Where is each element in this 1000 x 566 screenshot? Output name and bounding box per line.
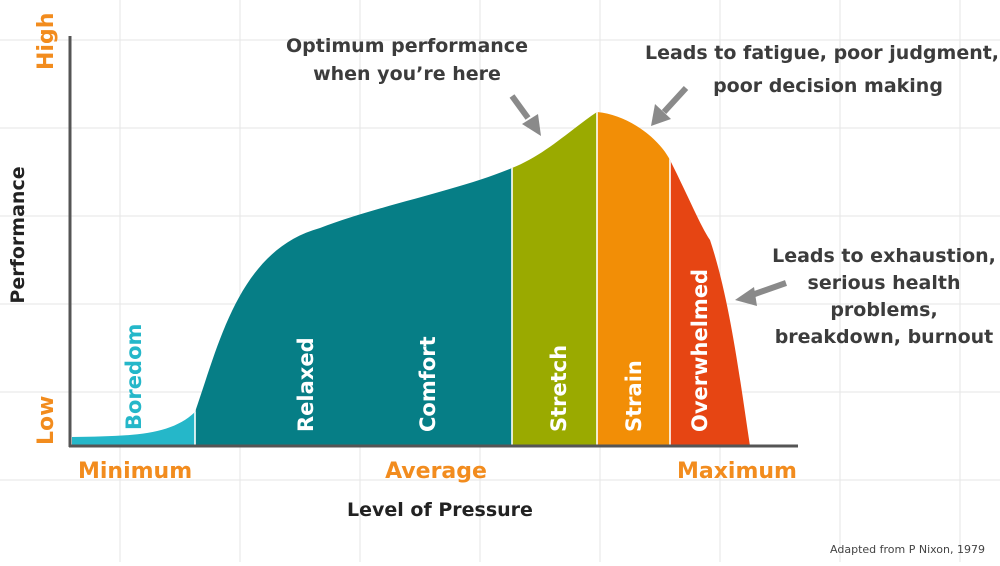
annotation-fatigue: Leads to fatigue, poor judgment, poor de… (645, 42, 999, 97)
annotation-optimum-line-2: when you’re here (313, 63, 501, 85)
zone-band-overwhelmed (670, 112, 750, 446)
y-axis-title: Performance (7, 166, 29, 303)
annotation-fatigue-line-1: Leads to fatigue, poor judgment, (645, 42, 999, 64)
source-credit: Adapted from P Nixon, 1979 (830, 543, 985, 556)
axes (68, 36, 798, 448)
annotation-exhaustion: Leads to exhaustion, serious health prob… (772, 245, 996, 348)
annotation-exhaustion-line-4: breakdown, burnout (775, 326, 994, 348)
x-axis-title: Level of Pressure (347, 499, 533, 521)
annotation-exhaustion-line-3: problems, (830, 299, 937, 321)
zone-band-stretch (512, 112, 597, 446)
arrow-optimum-icon (509, 94, 541, 136)
x-axis-mid-label: Average (385, 459, 487, 484)
zone-band-strain (597, 112, 670, 446)
y-axis-low-label: Low (34, 396, 59, 445)
x-axis-min-label: Minimum (78, 459, 192, 484)
zone-label-relaxed: Relaxed (294, 337, 318, 432)
zone-label-strain: Strain (622, 360, 646, 432)
x-axis-max-label: Maximum (677, 459, 797, 484)
zone-label-boredom: Boredom (122, 324, 146, 430)
zone-label-overwhelmed: Overwhelmed (688, 269, 712, 432)
y-axis-high-label: High (34, 13, 59, 70)
annotation-optimum-line-1: Optimum performance (286, 35, 528, 57)
arrow-exhaustion-icon (735, 280, 787, 306)
zone-label-comfort: Comfort (416, 336, 440, 432)
annotation-exhaustion-line-2: serious health (808, 272, 961, 294)
annotation-fatigue-line-2: poor decision making (713, 75, 943, 97)
annotation-exhaustion-line-1: Leads to exhaustion, (772, 245, 996, 267)
annotation-optimum: Optimum performance when you’re here (286, 35, 528, 85)
zone-label-stretch: Stretch (547, 345, 571, 432)
arrow-fatigue-icon (651, 85, 689, 126)
